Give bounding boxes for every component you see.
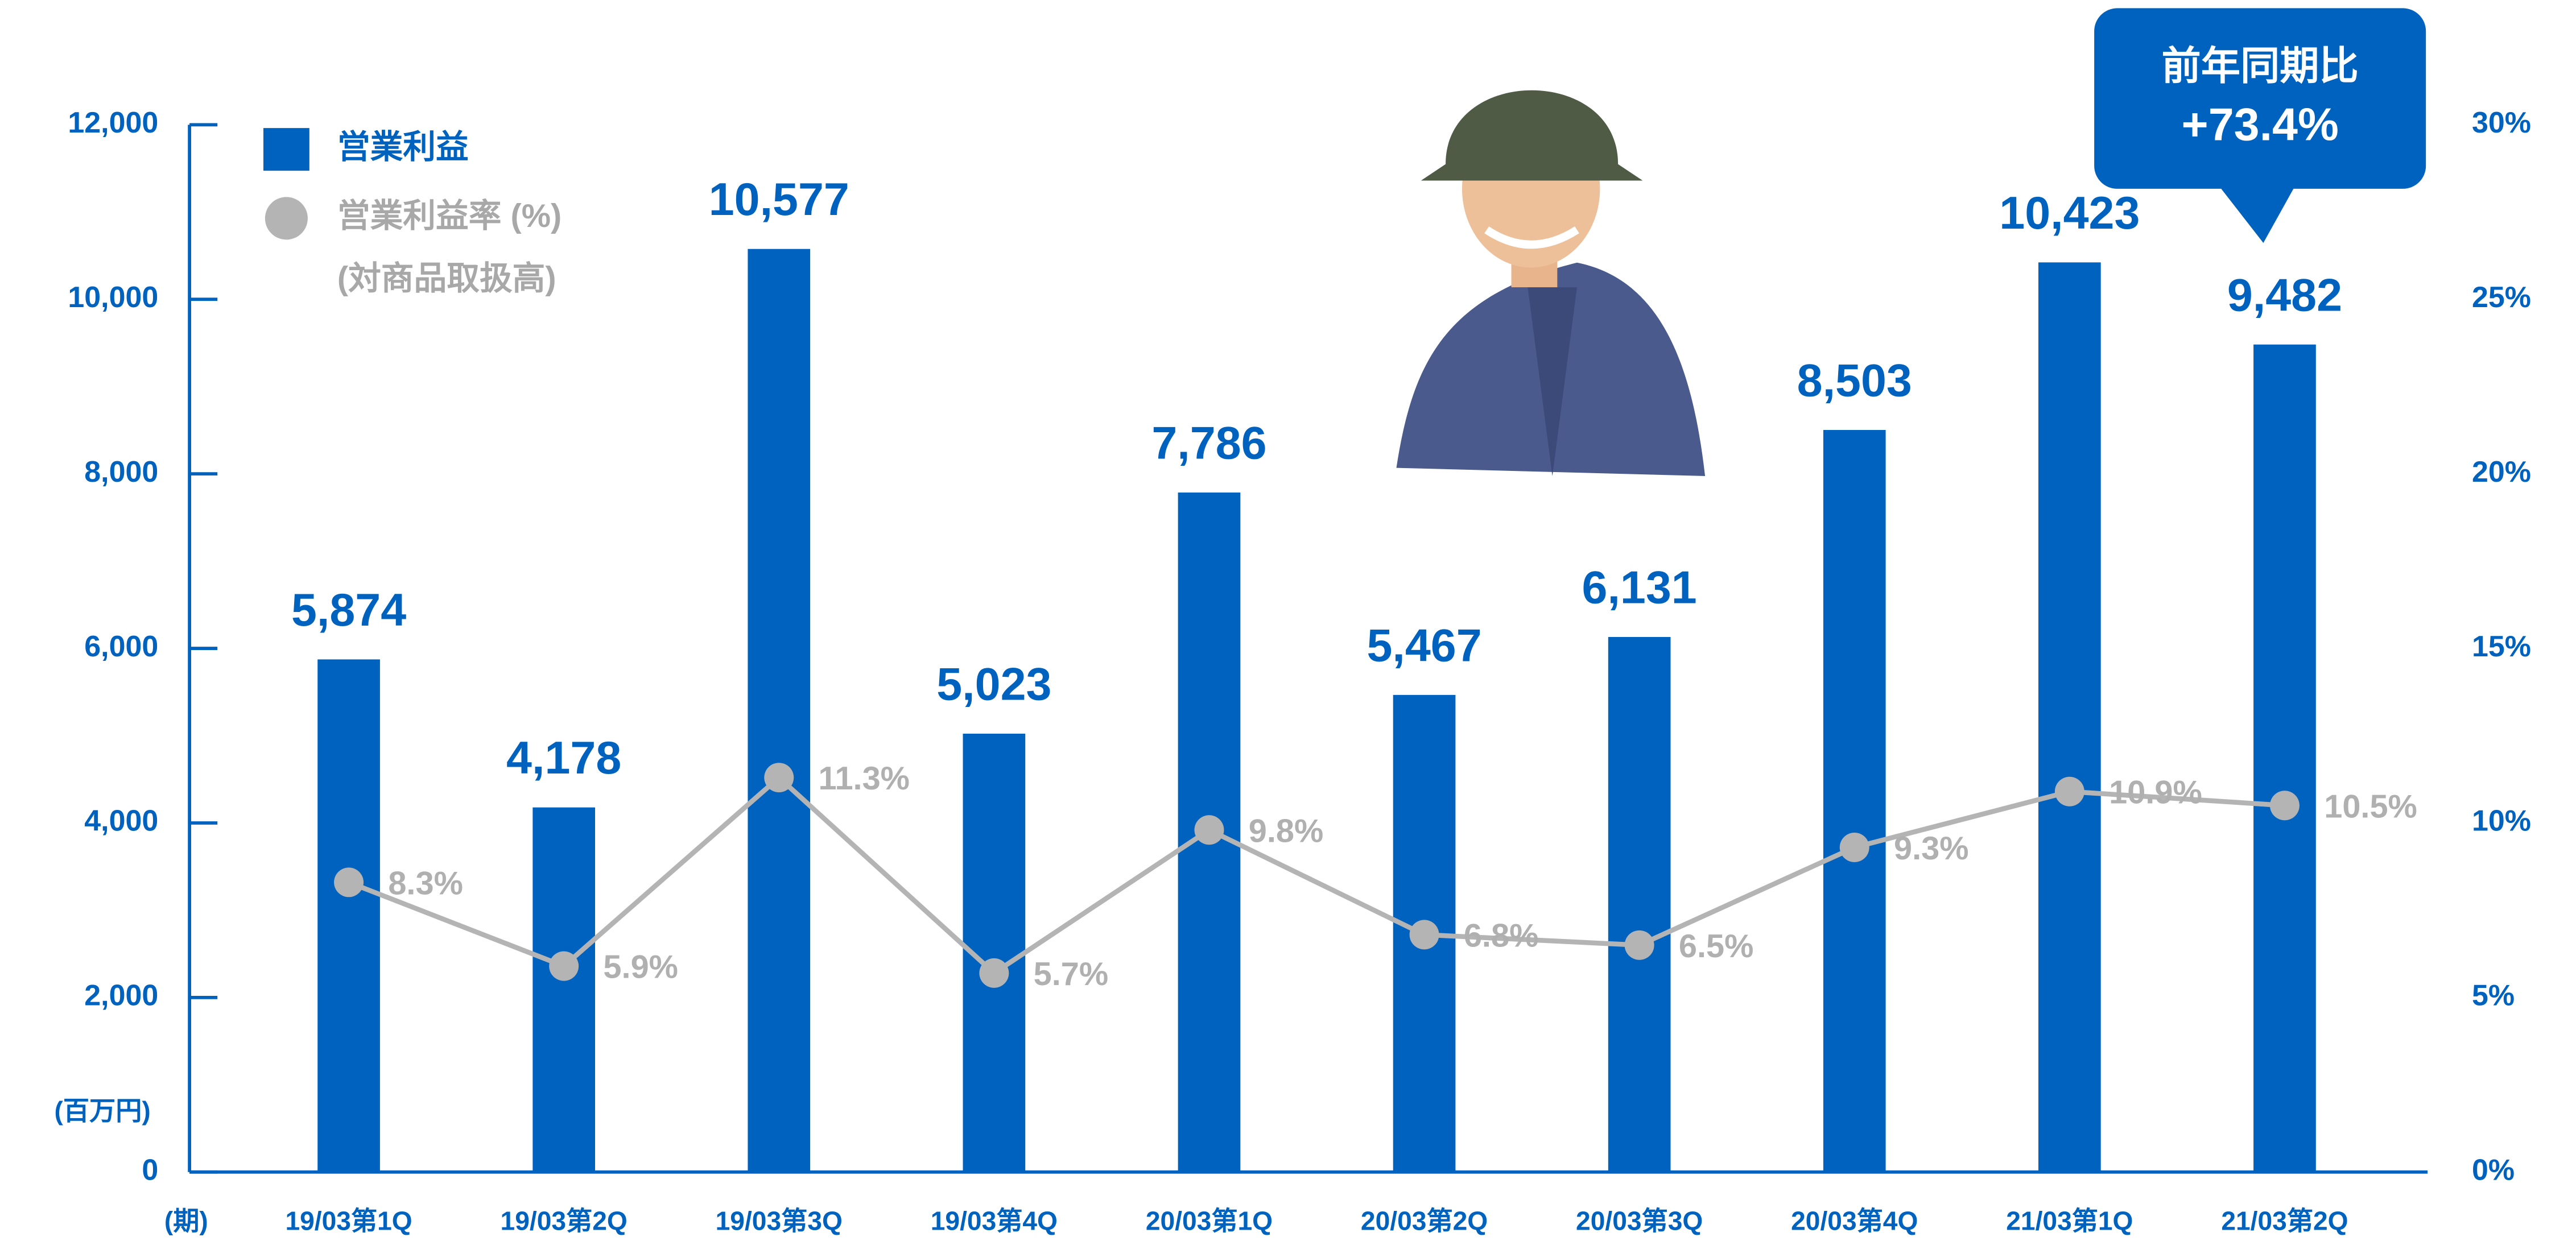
data-label: 8.3% — [388, 865, 463, 901]
y2-tick-label: 10% — [2472, 805, 2531, 838]
data-label: 9,482 — [2227, 270, 2342, 321]
legend-swatch — [263, 128, 309, 171]
bar — [2253, 344, 2316, 1172]
line-point — [2054, 776, 2084, 806]
bar — [1608, 636, 1671, 1172]
x-tick-label: 19/03第4Q — [931, 1206, 1058, 1235]
x-tick-label: 21/03第1Q — [2006, 1206, 2133, 1235]
x-axis-label: (期) — [164, 1206, 208, 1235]
x-tick-label: 20/03第4Q — [1791, 1206, 1918, 1235]
y-axis-label: (百万円) — [55, 1096, 151, 1126]
y-tick-label: 4,000 — [84, 805, 158, 838]
data-label: 5,874 — [291, 585, 406, 636]
legend-note: (対商品取扱高) — [337, 260, 556, 297]
data-label: 6.5% — [1679, 928, 1754, 965]
data-label: 6,131 — [1582, 562, 1697, 613]
bar — [317, 659, 380, 1172]
bar — [2038, 262, 2101, 1172]
data-label: 10.9% — [2109, 775, 2202, 811]
data-label: 10,423 — [1999, 188, 2140, 239]
y-tick-label: 8,000 — [84, 456, 158, 489]
y2-tick-label: 30% — [2472, 106, 2531, 139]
line-point — [1409, 920, 1439, 950]
line-point — [2269, 791, 2300, 821]
illustration — [1396, 90, 1706, 477]
line-point — [1624, 930, 1654, 960]
y2-tick-label: 0% — [2472, 1153, 2515, 1186]
x-tick-label: 19/03第1Q — [285, 1206, 412, 1235]
legend-label: 営業利益率 (%) — [337, 198, 562, 234]
y2-tick-label: 5% — [2472, 979, 2515, 1012]
data-label: 6.8% — [1464, 917, 1539, 954]
x-tick-label: 21/03第2Q — [2221, 1206, 2348, 1235]
y-tick-label: 2,000 — [84, 979, 158, 1012]
data-label: 7,786 — [1151, 418, 1266, 469]
y-tick-label: 6,000 — [84, 630, 158, 663]
bar — [532, 807, 596, 1172]
line-point — [979, 958, 1009, 988]
callout-text: +73.4% — [2182, 99, 2339, 150]
data-label: 10.5% — [2324, 788, 2417, 825]
line — [348, 774, 2285, 977]
bar — [1823, 429, 1886, 1172]
callout: 前年同期比 +73.4% — [2094, 8, 2426, 243]
y-tick-label: 12,000 — [68, 106, 158, 139]
callout-title: 前年同期比 — [2162, 44, 2359, 88]
x-tick-label: 20/03第1Q — [1146, 1206, 1273, 1235]
data-label: 10,577 — [709, 174, 849, 225]
x-tick-label: 19/03第2Q — [501, 1206, 628, 1235]
data-label: 8,503 — [1797, 355, 1912, 407]
data-label: 9.8% — [1249, 813, 1324, 849]
line-point — [1839, 832, 1869, 862]
bar — [748, 249, 811, 1172]
data-label: 4,178 — [506, 733, 621, 784]
data-label: 9.3% — [1894, 830, 1969, 867]
line-point — [1194, 815, 1224, 845]
data-label: 5,467 — [1367, 620, 1481, 671]
y2-tick-label: 25% — [2472, 281, 2531, 314]
data-label: 5.9% — [603, 949, 678, 986]
x-tick-label: 19/03第3Q — [716, 1206, 843, 1235]
y-tick-label: 10,000 — [68, 281, 158, 314]
x-tick-label: 20/03第3Q — [1576, 1206, 1703, 1235]
line-point — [764, 763, 794, 793]
line-point — [334, 867, 364, 897]
y-tick-label: 0 — [142, 1153, 158, 1186]
data-label: 5.7% — [1034, 956, 1109, 992]
y2-tick-label: 15% — [2472, 630, 2531, 663]
legend-label: 営業利益 — [337, 129, 469, 166]
data-label: 11.3% — [819, 760, 910, 797]
x-tick-label: 20/03第2Q — [1361, 1206, 1488, 1235]
y2-tick-label: 20% — [2472, 456, 2531, 489]
legend-swatch — [265, 197, 308, 240]
data-label: 5,023 — [936, 659, 1051, 710]
line-point — [549, 951, 579, 981]
